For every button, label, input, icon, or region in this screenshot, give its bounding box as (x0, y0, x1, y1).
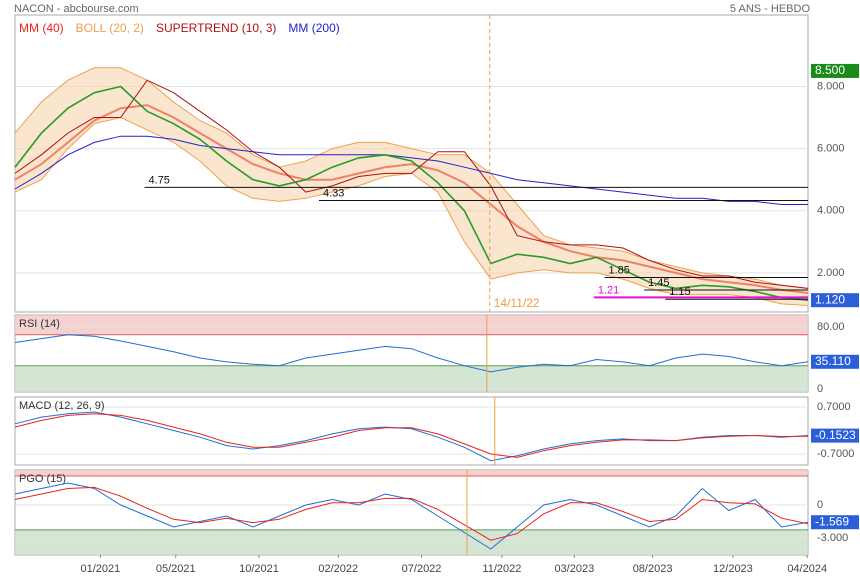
price-line (14, 85, 809, 301)
y-tick-label: 0 (817, 499, 823, 511)
x-tick-label: 02/2022 (318, 563, 358, 575)
level-label: 1.21 (598, 284, 619, 296)
y-tick-label: -3.000 (817, 532, 848, 544)
panel-title: PGO (15) (19, 473, 66, 485)
y-tick-label: 8.000 (817, 80, 845, 92)
value-tag (811, 293, 859, 308)
legend-entry: BOLL (20, 2) (76, 21, 144, 35)
legend-entry: SUPERTREND (10, 3) (156, 21, 276, 35)
x-tick-label: 03/2023 (554, 563, 594, 575)
series-line (14, 135, 808, 205)
level-label: 1.85 (608, 264, 629, 276)
level-label: 4.75 (149, 174, 170, 186)
legend-entry: MM (40) (19, 21, 64, 35)
value-tag-label: -0.1523 (815, 428, 856, 442)
series-line (14, 482, 809, 550)
overbought-zone (15, 470, 808, 476)
series-line (14, 413, 809, 458)
series-line (14, 79, 809, 289)
level-label: 1.45 (648, 277, 669, 289)
overbought-zone (15, 315, 808, 335)
x-tick-label: 12/2023 (713, 563, 753, 575)
oversold-zone (15, 365, 808, 392)
x-tick-label: 11/2022 (482, 563, 521, 575)
legend-entry: MM (200) (288, 21, 339, 35)
value-tag (811, 354, 859, 369)
x-tick-label: 04/2024 (787, 563, 827, 575)
value-tag-label: 35.110 (815, 354, 851, 368)
x-tick-label: 07/2022 (402, 563, 442, 575)
value-tag-label: 8.500 (815, 63, 845, 77)
oversold-zone (15, 529, 808, 555)
value-tag-label: -1.569 (815, 514, 849, 528)
level-label: 1.15 (669, 286, 690, 298)
value-tag (811, 63, 859, 78)
value-tag-label: 1.120 (815, 292, 845, 306)
value-tag (811, 515, 859, 530)
date-marker-label: 14/11/22 (494, 296, 540, 310)
y-tick-label: -0.7000 (817, 448, 854, 460)
panel-title: RSI (14) (19, 318, 60, 330)
y-tick-label: 0.7000 (817, 401, 851, 413)
y-tick-label: 4.000 (817, 205, 845, 217)
panel-title: MACD (12, 26, 9) (19, 400, 105, 412)
series-line (14, 334, 809, 373)
y-tick-label: 80.00 (817, 321, 845, 333)
series-line (14, 486, 809, 541)
x-tick-label: 10/2021 (239, 563, 279, 575)
level-label: 4.33 (323, 187, 344, 199)
period-title: 5 ANS - HEBDO (730, 3, 811, 15)
x-tick-label: 05/2021 (156, 563, 196, 575)
x-tick-label: 01/2021 (80, 563, 120, 575)
y-tick-label: 0 (817, 383, 823, 395)
value-tag (811, 428, 859, 443)
x-tick-label: 08/2023 (633, 563, 673, 575)
y-tick-label: 6.000 (817, 142, 845, 154)
source-title: NACON - abcbourse.com (14, 3, 139, 15)
y-tick-label: 2.000 (817, 267, 845, 279)
